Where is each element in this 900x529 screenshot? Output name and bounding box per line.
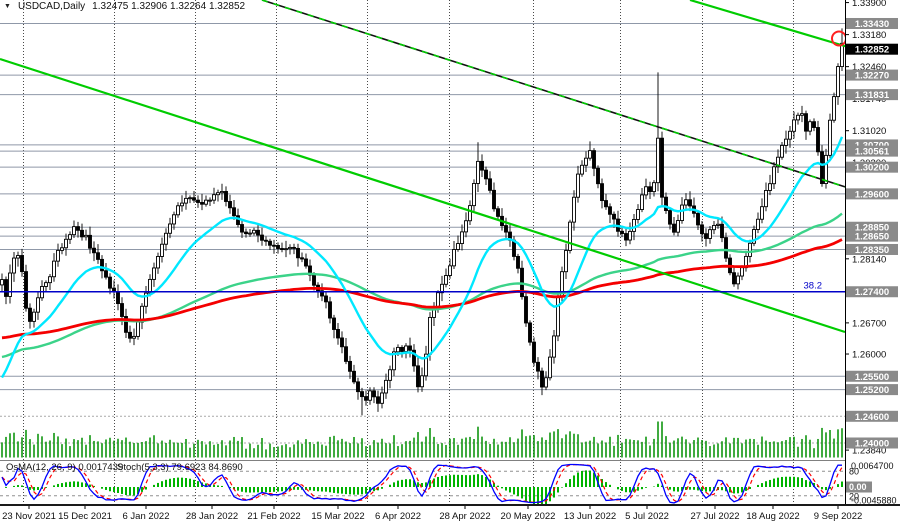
date-label: 18 Aug 2022 bbox=[746, 511, 799, 522]
stochastic-lines bbox=[1, 463, 843, 504]
descending-trendline-short[interactable] bbox=[689, 0, 859, 52]
svg-text:1.32270: 1.32270 bbox=[855, 71, 889, 82]
fibonacci-38-2-line[interactable]: 38.2 bbox=[0, 281, 845, 293]
price-tick-label: 1.33180 bbox=[852, 30, 886, 41]
price-level-badge: 1.28350 bbox=[846, 243, 898, 256]
svg-text:1.25200: 1.25200 bbox=[855, 385, 889, 396]
price-level-badge: 1.28850 bbox=[846, 221, 898, 234]
symbol-timeframe-label: USDCAD,Daily bbox=[17, 1, 86, 12]
osma-indicator-label: OsMA(12, 26, 9) 0.0017439 bbox=[6, 462, 124, 473]
osma-min-label: -0.0045880 bbox=[851, 496, 897, 506]
date-label: 13 Jun 2022 bbox=[564, 511, 616, 522]
price-level-badge: 1.33430 bbox=[846, 17, 898, 30]
price-tick-label: 1.26700 bbox=[852, 318, 886, 329]
date-label: 9 Sep 2022 bbox=[814, 511, 863, 522]
svg-text:1.33430: 1.33430 bbox=[855, 19, 889, 30]
ohlc-values: 1.32475 1.32906 1.32264 1.32852 bbox=[92, 1, 246, 12]
svg-text:1.24600: 1.24600 bbox=[855, 412, 889, 423]
price-tick-label: 1.28140 bbox=[852, 254, 886, 265]
svg-text:1.28850: 1.28850 bbox=[855, 223, 889, 234]
price-tick-label: 1.23840 bbox=[852, 446, 886, 457]
chart-title: ▼ USDCAD,Daily 1.32475 1.32906 1.32264 1… bbox=[4, 1, 245, 12]
date-label: 28 Apr 2022 bbox=[439, 511, 490, 522]
price-level-badge: 1.30200 bbox=[846, 161, 898, 174]
osma-histogram bbox=[5, 470, 843, 504]
date-label: 6 Jan 2022 bbox=[122, 511, 169, 522]
price-tick-label: 1.33900 bbox=[852, 0, 886, 9]
date-label: 15 Dec 2021 bbox=[58, 511, 112, 522]
price-level-badge: 1.29600 bbox=[846, 188, 898, 200]
date-label: 21 Feb 2022 bbox=[247, 511, 300, 522]
price-level-badge: 1.24000 bbox=[846, 437, 898, 449]
stoch-80-label: 80 bbox=[849, 467, 859, 477]
svg-text:1.32852: 1.32852 bbox=[855, 45, 889, 56]
price-level-badge: 1.24600 bbox=[846, 410, 898, 423]
price-level-badge: 1.31831 bbox=[846, 89, 898, 101]
price-tick-label: 1.26000 bbox=[852, 350, 886, 361]
fib-level-label: 38.2 bbox=[804, 281, 823, 292]
fib-price-badge: 1.27400 bbox=[846, 286, 898, 298]
osma-max-label: 0.0064700 bbox=[851, 461, 894, 471]
candlestick-series bbox=[0, 28, 844, 416]
price-tick-label: 1.32460 bbox=[852, 62, 886, 73]
descending-trendline-main[interactable] bbox=[0, 57, 846, 334]
time-axis[interactable]: 23 Nov 2021 15 Dec 2021 6 Jan 2022 28 Jan 2… bbox=[2, 506, 862, 522]
window-collapse-icon[interactable]: ▼ bbox=[4, 2, 11, 10]
ma-fast-line[interactable] bbox=[0, 136, 844, 379]
price-level-badge: 1.25200 bbox=[846, 384, 898, 396]
descending-channel-upper[interactable] bbox=[261, 0, 859, 192]
svg-text:1.30561: 1.30561 bbox=[855, 147, 890, 158]
svg-text:1.27400: 1.27400 bbox=[855, 287, 889, 298]
date-label: 28 Jan 2022 bbox=[186, 511, 238, 522]
current-price-badge: 1.32852 bbox=[846, 43, 898, 56]
svg-text:1.28650: 1.28650 bbox=[855, 232, 889, 243]
month-separator-lines bbox=[23, 0, 794, 504]
date-label: 27 Jul 2022 bbox=[690, 511, 739, 522]
ma-slow-line[interactable] bbox=[1, 238, 843, 340]
svg-text:1.31831: 1.31831 bbox=[855, 90, 890, 101]
date-label: 6 Apr 2022 bbox=[375, 511, 421, 522]
date-label: 20 May 2022 bbox=[501, 511, 556, 522]
svg-text:1.24000: 1.24000 bbox=[855, 438, 889, 449]
price-level-badge: 1.30561 bbox=[846, 145, 898, 158]
osma-zero-badge: 0.00 bbox=[849, 482, 867, 492]
price-tick-label: 1.31020 bbox=[852, 126, 886, 137]
date-label: 15 Mar 2022 bbox=[311, 511, 364, 522]
svg-text:1.30200: 1.30200 bbox=[855, 163, 889, 174]
price-level-badge: 1.25500 bbox=[846, 370, 898, 383]
svg-text:1.29600: 1.29600 bbox=[855, 189, 889, 200]
svg-text:1.28350: 1.28350 bbox=[855, 245, 889, 256]
svg-text:1.25500: 1.25500 bbox=[855, 372, 889, 383]
price-level-badge: 1.28650 bbox=[846, 230, 898, 243]
stoch-20-label: 20 bbox=[849, 492, 859, 502]
stoch-indicator-label: Stoch(5,3,3) 79.6923 84.8690 bbox=[117, 462, 243, 473]
volume-bars bbox=[1, 421, 843, 458]
price-level-badge: 1.32270 bbox=[846, 69, 898, 82]
date-label: 5 Jul 2022 bbox=[625, 511, 669, 522]
date-label: 23 Nov 2021 bbox=[2, 511, 56, 522]
